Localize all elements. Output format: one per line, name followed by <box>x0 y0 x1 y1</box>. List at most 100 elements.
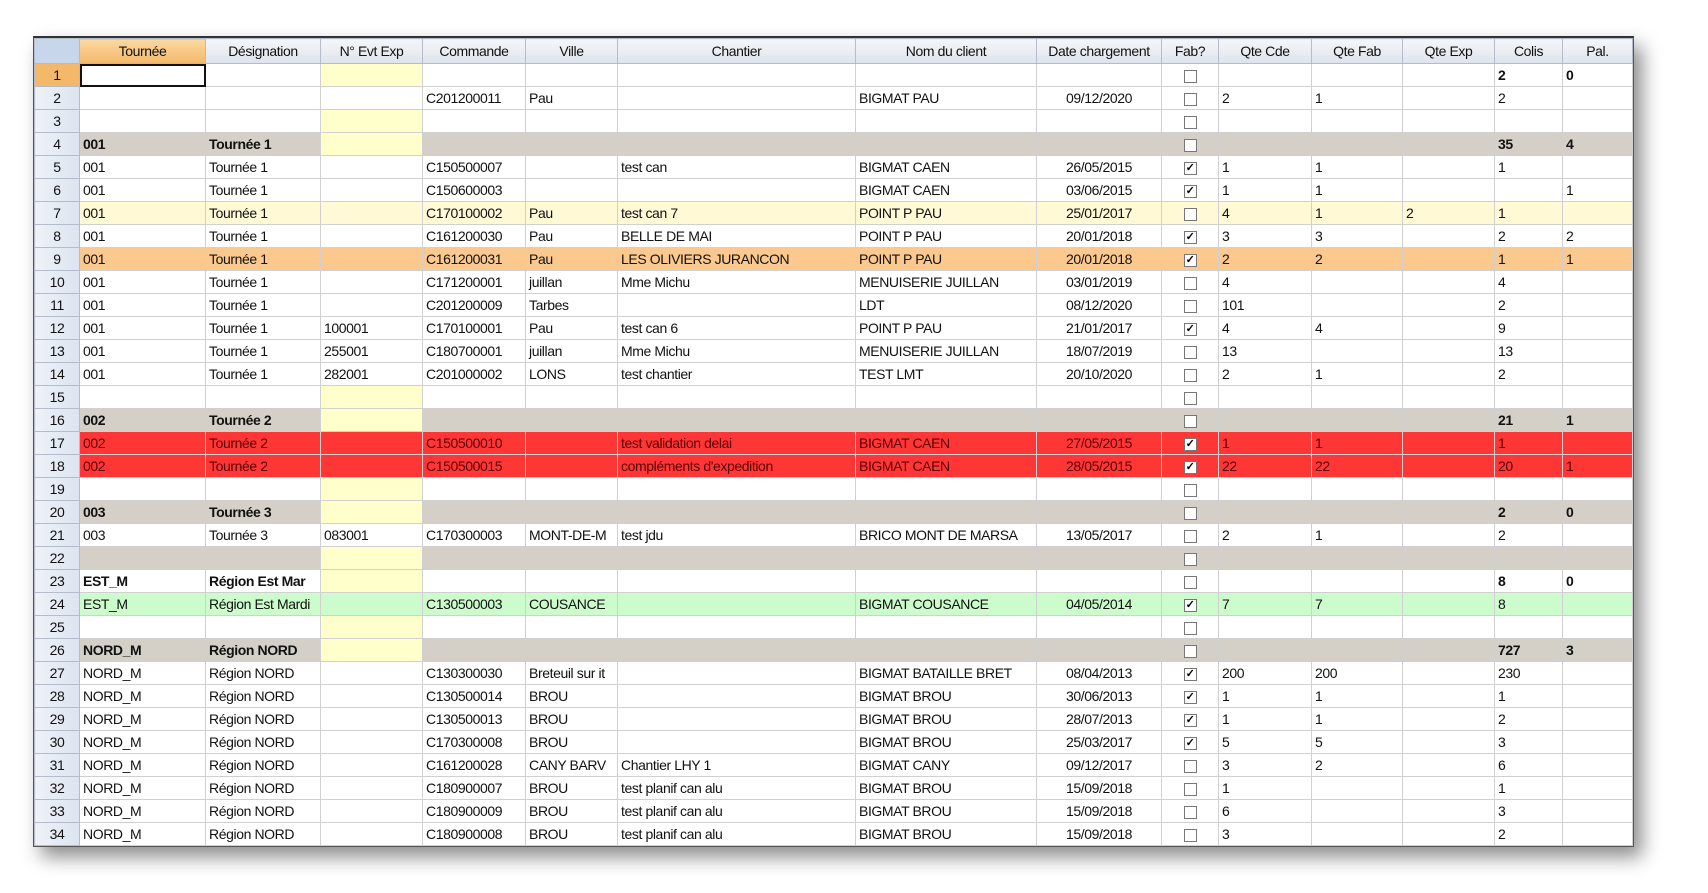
cell-commande[interactable]: C130500013 <box>422 707 526 731</box>
cell-tourn-e[interactable] <box>79 385 206 409</box>
cell-chantier[interactable]: Mme Michu <box>617 270 856 294</box>
cell-n-evt-exp[interactable] <box>320 661 423 685</box>
cell-nom-du-client[interactable] <box>855 408 1037 432</box>
cell-qte-fab[interactable]: 1 <box>1311 178 1403 202</box>
cell-d-signation[interactable] <box>205 109 321 133</box>
cell-chantier[interactable] <box>617 86 856 110</box>
cell-pal[interactable] <box>1562 362 1633 386</box>
cell-nom-du-client[interactable]: BIGMAT CANY <box>855 753 1037 777</box>
cell-commande[interactable]: C150500015 <box>422 454 526 478</box>
cell-chantier[interactable]: test planif can alu <box>617 799 856 823</box>
cell-d-signation[interactable]: Tournée 2 <box>205 408 321 432</box>
cell-ville[interactable]: juillan <box>525 339 618 363</box>
cell-colis[interactable]: 1 <box>1494 684 1563 708</box>
cell-d-signation[interactable]: Région NORD <box>205 684 321 708</box>
cell-qte-fab[interactable] <box>1311 270 1403 294</box>
select-all-corner[interactable] <box>34 38 80 64</box>
cell-qte-fab[interactable] <box>1311 822 1403 846</box>
table-row[interactable]: 8 001 Tournée 1 C161200030 Pau BELLE DE MAI PO… <box>34 224 1633 248</box>
cell-ville[interactable] <box>525 132 618 156</box>
cell-date-chargement[interactable]: 20/10/2020 <box>1036 362 1162 386</box>
checkbox-unchecked-icon[interactable] <box>1183 115 1197 129</box>
cell-colis[interactable]: 8 <box>1494 592 1563 616</box>
cell-chantier[interactable]: Mme Michu <box>617 339 856 363</box>
checkbox-checked-icon[interactable]: ✓ <box>1183 437 1197 451</box>
cell-nom-du-client[interactable]: BIGMAT CAEN <box>855 155 1037 179</box>
checkbox-checked-icon[interactable]: ✓ <box>1183 736 1197 750</box>
row-number[interactable]: 19 <box>34 477 80 501</box>
column-header-fab[interactable]: Fab? <box>1161 38 1219 64</box>
cell-fab[interactable]: ✓ <box>1161 730 1219 754</box>
cell-colis[interactable]: 8 <box>1494 569 1563 593</box>
cell-d-signation[interactable]: Tournée 3 <box>205 523 321 547</box>
cell-qte-fab[interactable]: 1 <box>1311 523 1403 547</box>
cell-chantier[interactable] <box>617 546 856 570</box>
cell-pal[interactable] <box>1562 776 1633 800</box>
cell-date-chargement[interactable]: 04/05/2014 <box>1036 592 1162 616</box>
cell-ville[interactable] <box>525 569 618 593</box>
cell-tourn-e[interactable]: NORD_M <box>79 753 206 777</box>
cell-colis[interactable]: 13 <box>1494 339 1563 363</box>
cell-qte-fab[interactable] <box>1311 569 1403 593</box>
cell-qte-cde[interactable]: 7 <box>1218 592 1312 616</box>
cell-commande[interactable] <box>422 477 526 501</box>
cell-ville[interactable] <box>525 500 618 524</box>
table-row[interactable]: 14 001 Tournée 1 282001 C201000002 LONS test c… <box>34 362 1633 386</box>
cell-d-signation[interactable]: Tournée 1 <box>205 339 321 363</box>
table-row[interactable]: 30 NORD_M Région NORD C170300008 BROU BIGMAT … <box>34 730 1633 754</box>
row-number[interactable]: 10 <box>34 270 80 294</box>
cell-date-chargement[interactable] <box>1036 569 1162 593</box>
cell-qte-cde[interactable]: 1 <box>1218 155 1312 179</box>
cell-ville[interactable]: BROU <box>525 684 618 708</box>
cell-chantier[interactable] <box>617 293 856 317</box>
table-row[interactable]: 4 001 Tournée 1 35 4 <box>34 132 1633 156</box>
cell-qte-exp[interactable] <box>1402 615 1495 639</box>
cell-qte-cde[interactable] <box>1218 500 1312 524</box>
row-number[interactable]: 29 <box>34 707 80 731</box>
cell-tourn-e[interactable]: NORD_M <box>79 684 206 708</box>
cell-d-signation[interactable] <box>205 546 321 570</box>
cell-nom-du-client[interactable] <box>855 546 1037 570</box>
cell-date-chargement[interactable]: 28/05/2015 <box>1036 454 1162 478</box>
cell-n-evt-exp[interactable] <box>320 684 423 708</box>
cell-ville[interactable] <box>525 546 618 570</box>
cell-ville[interactable]: Breteuil sur it <box>525 661 618 685</box>
cell-date-chargement[interactable]: 03/01/2019 <box>1036 270 1162 294</box>
cell-n-evt-exp[interactable] <box>320 109 423 133</box>
cell-n-evt-exp[interactable] <box>320 454 423 478</box>
cell-n-evt-exp[interactable]: 255001 <box>320 339 423 363</box>
cell-fab[interactable] <box>1161 86 1219 110</box>
cell-n-evt-exp[interactable] <box>320 592 423 616</box>
cell-chantier[interactable] <box>617 592 856 616</box>
cell-d-signation[interactable]: Tournée 1 <box>205 132 321 156</box>
cell-qte-exp[interactable] <box>1402 247 1495 271</box>
cell-d-signation[interactable]: Tournée 1 <box>205 270 321 294</box>
cell-date-chargement[interactable]: 25/01/2017 <box>1036 201 1162 225</box>
cell-qte-cde[interactable] <box>1218 132 1312 156</box>
cell-colis[interactable]: 1 <box>1494 155 1563 179</box>
cell-fab[interactable] <box>1161 477 1219 501</box>
cell-fab[interactable] <box>1161 408 1219 432</box>
cell-tourn-e[interactable] <box>79 477 206 501</box>
row-number[interactable]: 4 <box>34 132 80 156</box>
cell-ville[interactable]: juillan <box>525 270 618 294</box>
cell-colis[interactable]: 2 <box>1494 500 1563 524</box>
cell-date-chargement[interactable]: 28/07/2013 <box>1036 707 1162 731</box>
cell-qte-cde[interactable] <box>1218 546 1312 570</box>
cell-chantier[interactable] <box>617 707 856 731</box>
cell-ville[interactable]: BROU <box>525 730 618 754</box>
cell-colis[interactable]: 9 <box>1494 316 1563 340</box>
cell-ville[interactable] <box>525 408 618 432</box>
cell-qte-cde[interactable]: 6 <box>1218 799 1312 823</box>
cell-chantier[interactable]: test can 7 <box>617 201 856 225</box>
cell-chantier[interactable]: compléments d'expedition <box>617 454 856 478</box>
cell-date-chargement[interactable]: 03/06/2015 <box>1036 178 1162 202</box>
cell-qte-exp[interactable] <box>1402 86 1495 110</box>
cell-qte-exp[interactable] <box>1402 523 1495 547</box>
cell-ville[interactable] <box>525 477 618 501</box>
cell-chantier[interactable]: test chantier <box>617 362 856 386</box>
cell-qte-cde[interactable] <box>1218 638 1312 662</box>
cell-ville[interactable]: COUSANCE <box>525 592 618 616</box>
cell-fab[interactable] <box>1161 500 1219 524</box>
cell-qte-fab[interactable]: 1 <box>1311 707 1403 731</box>
